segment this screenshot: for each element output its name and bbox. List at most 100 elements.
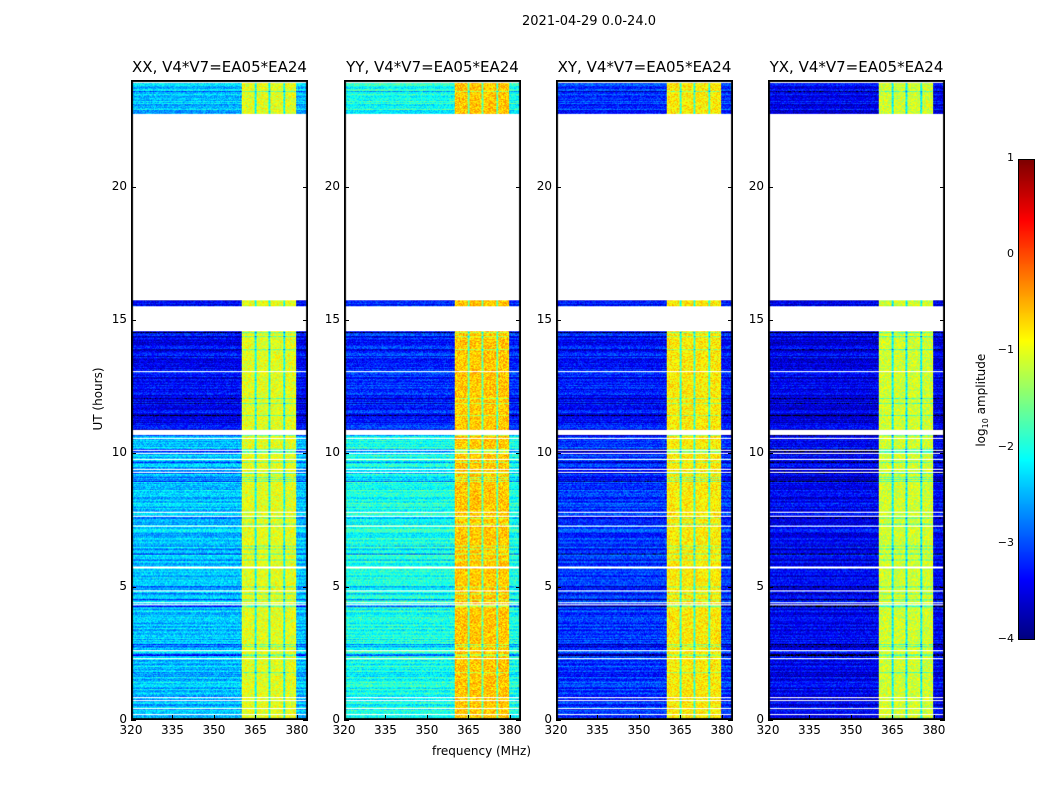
x-tick-mark xyxy=(468,715,470,720)
x-tick-label: 365 xyxy=(881,723,904,737)
colorbar xyxy=(1018,159,1035,640)
y-tick-mark xyxy=(556,186,561,188)
y-tick-mark xyxy=(516,320,521,321)
y-tick-label: 0 xyxy=(119,712,127,726)
y-tick-label: 10 xyxy=(324,445,340,460)
y-tick-mark xyxy=(556,720,561,721)
y-tick-mark xyxy=(728,320,733,321)
x-tick-label: 320 xyxy=(119,723,143,737)
x-tick-label: 365 xyxy=(244,723,267,737)
y-tick-mark xyxy=(303,586,308,588)
colorbar-tick-label: 1 xyxy=(1007,151,1014,164)
x-tick-label: 380 xyxy=(285,723,309,737)
panel-title: XY, V4*V7=EA05*EA24 xyxy=(557,58,732,76)
y-tick-mark xyxy=(516,720,521,721)
x-tick-mark xyxy=(131,715,132,720)
x-tick-mark xyxy=(638,715,640,720)
y-tick-mark xyxy=(344,586,349,588)
colorbar-tick-label: 0 xyxy=(1007,247,1014,261)
y-tick-mark xyxy=(303,720,308,721)
x-tick-mark xyxy=(597,715,599,720)
y-tick-mark xyxy=(768,720,773,721)
x-tick-label: 380 xyxy=(498,723,522,737)
x-tick-label: 350 xyxy=(415,723,439,737)
heatmap-panel xyxy=(768,80,945,720)
y-tick-mark xyxy=(940,586,945,588)
x-tick-mark xyxy=(296,715,298,720)
y-axis-label: UT (hours) xyxy=(91,367,105,431)
y-tick-mark xyxy=(728,586,733,588)
y-tick-label: 0 xyxy=(544,712,552,726)
x-tick-mark xyxy=(426,715,428,720)
y-tick-mark xyxy=(728,720,733,721)
x-tick-mark xyxy=(768,715,769,720)
x-tick-label: 350 xyxy=(839,723,863,737)
y-tick-mark xyxy=(516,453,521,455)
colorbar-label-log: log xyxy=(973,428,988,447)
x-tick-label: 380 xyxy=(922,723,946,737)
y-tick-mark xyxy=(556,453,561,455)
x-tick-mark xyxy=(172,715,174,720)
x-tick-label: 335 xyxy=(586,723,609,737)
x-tick-mark xyxy=(255,715,257,720)
y-tick-label: 0 xyxy=(756,712,764,726)
y-tick-label: 5 xyxy=(332,578,340,593)
y-tick-label: 10 xyxy=(536,445,552,460)
y-tick-mark xyxy=(556,586,561,588)
x-tick-label: 320 xyxy=(332,723,356,737)
y-tick-label: 5 xyxy=(544,578,552,593)
y-tick-mark xyxy=(344,453,349,455)
y-tick-mark xyxy=(344,720,349,721)
x-tick-mark xyxy=(933,715,935,720)
x-tick-mark xyxy=(344,715,345,720)
heatmap-panel xyxy=(344,80,521,720)
y-tick-mark xyxy=(131,720,136,721)
y-tick-mark xyxy=(940,320,945,321)
colorbar-label-rest: amplitude xyxy=(973,353,988,419)
figure-title: 2021-04-29 0.0-24.0 xyxy=(522,14,656,29)
x-tick-label: 320 xyxy=(756,723,780,737)
colorbar-tick-label: −2 xyxy=(997,439,1014,453)
y-tick-mark xyxy=(131,186,136,188)
x-tick-label: 350 xyxy=(627,723,651,737)
x-tick-mark xyxy=(385,715,387,720)
y-tick-mark xyxy=(131,453,136,455)
x-tick-mark xyxy=(850,715,852,720)
x-tick-mark xyxy=(809,715,811,720)
heatmap-panel xyxy=(131,80,308,720)
y-tick-mark xyxy=(768,320,773,321)
y-tick-label: 15 xyxy=(536,312,552,326)
x-tick-mark xyxy=(892,715,894,720)
y-tick-mark xyxy=(940,186,945,188)
colorbar-tick-label: −1 xyxy=(997,343,1014,357)
y-tick-mark xyxy=(728,453,733,455)
y-tick-label: 20 xyxy=(111,178,127,193)
x-tick-label: 365 xyxy=(457,723,480,737)
y-tick-label: 20 xyxy=(748,178,764,193)
y-tick-label: 10 xyxy=(111,445,127,460)
x-tick-label: 350 xyxy=(202,723,226,737)
y-tick-label: 10 xyxy=(748,445,764,460)
y-tick-label: 20 xyxy=(324,178,340,193)
y-tick-label: 0 xyxy=(332,712,340,726)
heatmap-panel xyxy=(556,80,733,720)
y-tick-mark xyxy=(940,453,945,455)
x-tick-label: 380 xyxy=(710,723,734,737)
x-tick-mark xyxy=(680,715,682,720)
y-tick-mark xyxy=(940,720,945,721)
y-tick-label: 15 xyxy=(324,312,340,326)
x-tick-label: 365 xyxy=(669,723,692,737)
y-tick-mark xyxy=(516,186,521,188)
panel-title: XX, V4*V7=EA05*EA24 xyxy=(132,58,307,76)
y-tick-mark xyxy=(303,453,308,455)
y-tick-mark xyxy=(303,186,308,188)
y-tick-mark xyxy=(344,186,349,188)
colorbar-tick-label: −4 xyxy=(997,632,1014,645)
y-tick-mark xyxy=(768,586,773,588)
x-axis-label: frequency (MHz) xyxy=(432,744,532,758)
y-tick-mark xyxy=(728,186,733,188)
x-tick-mark xyxy=(556,715,557,720)
colorbar-tick-label: −3 xyxy=(997,535,1014,549)
x-tick-label: 335 xyxy=(161,723,184,737)
